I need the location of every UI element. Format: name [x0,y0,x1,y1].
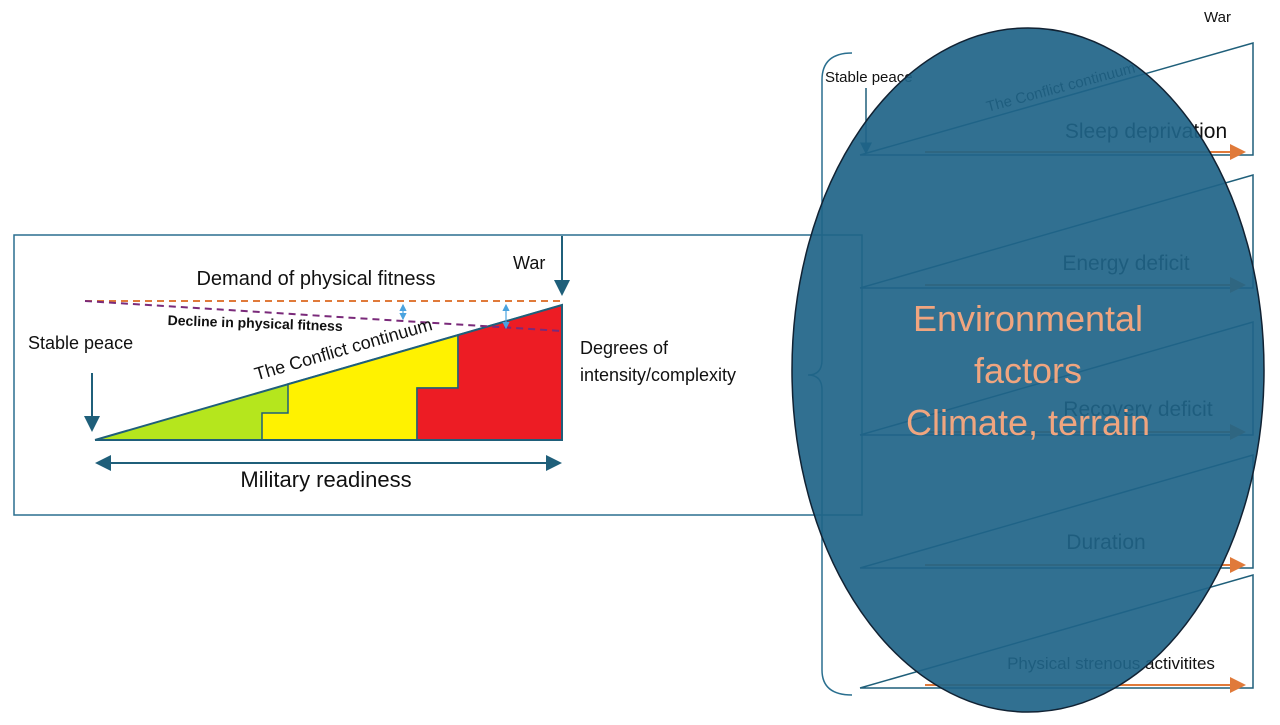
environment-label: Climate, terrain [906,402,1150,443]
stable-peace-label: Stable peace [825,69,913,86]
environment-ellipse [791,27,1265,713]
decline-label: Decline in physical fitness [167,312,343,334]
decline-line [84,300,563,332]
war-label: War [513,253,545,273]
environment-label: Environmental [913,298,1143,339]
readiness-label: Military readiness [240,467,411,492]
left-panel: War Demand of physical fitness Decline i… [13,234,863,516]
overlay: Environmental factors Climate, terrain [906,298,1150,443]
stable-peace-label: Stable peace [28,333,133,353]
war-label: War [1204,9,1231,26]
degrees-label: intensity/complexity [580,365,736,385]
triangle [94,303,563,441]
demand-label: Demand of physical fitness [196,268,435,290]
degrees-label: Degrees of [580,338,669,358]
environment-label: factors [974,350,1082,391]
